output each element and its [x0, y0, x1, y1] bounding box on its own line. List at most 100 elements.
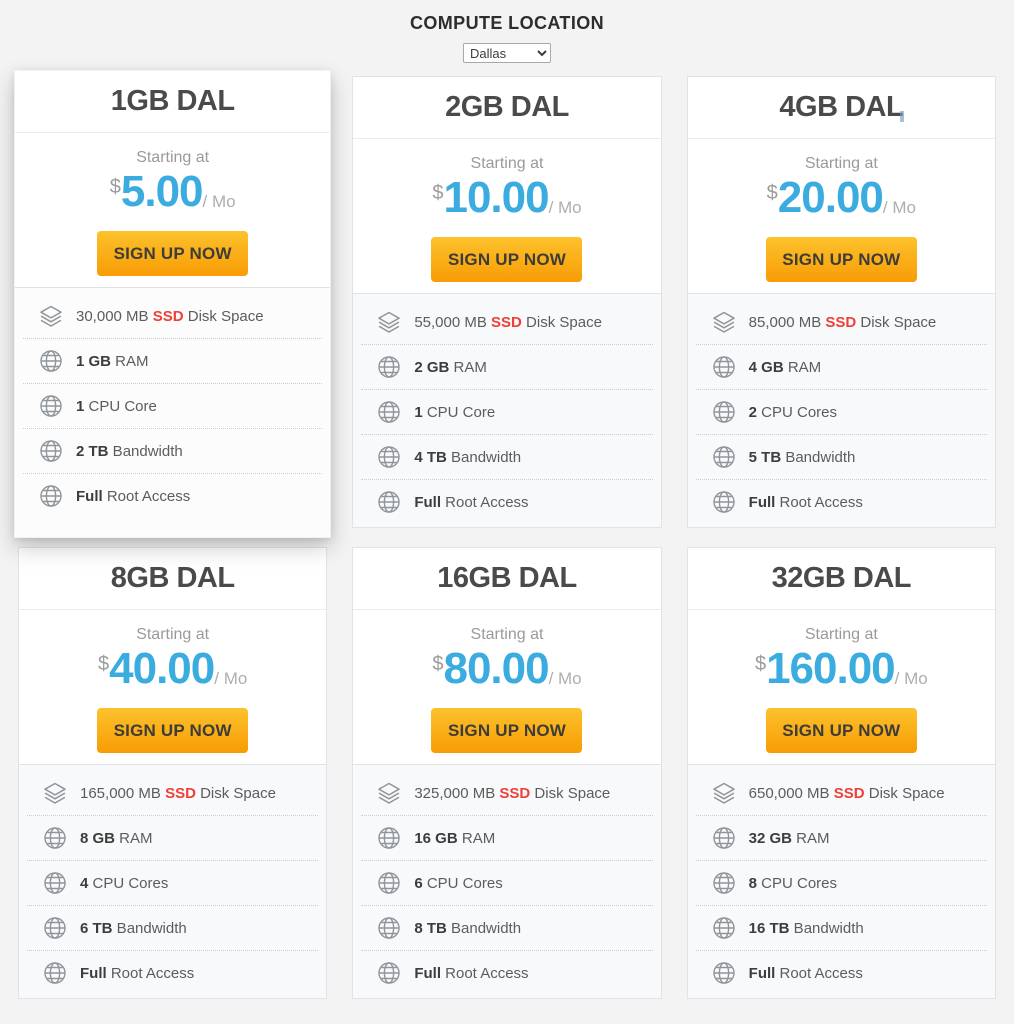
- sign-up-button[interactable]: SIGN UP NOW: [431, 708, 583, 753]
- globe-icon: [39, 484, 63, 508]
- feature-item: 16 GB RAM: [361, 815, 653, 860]
- feature-text-segment: CPU Cores: [88, 874, 169, 892]
- feature-item: 8 GB RAM: [27, 815, 319, 860]
- feature-text: Full Root Access: [414, 494, 528, 511]
- starting-at-label: Starting at: [804, 626, 878, 643]
- feature-text: Full Root Access: [749, 494, 863, 511]
- feature-text-segment: 16 TB: [748, 919, 790, 937]
- plan-title: 1GB DAL: [15, 71, 331, 133]
- feature-text-segment: 85,000 MB: [748, 313, 826, 331]
- globe-icon: [377, 961, 401, 985]
- currency-symbol: $: [98, 653, 110, 675]
- feature-text: 55,000 MB SSD Disk Space: [414, 314, 602, 331]
- globe-icon: [712, 445, 736, 469]
- feature-text-segment: Root Access: [775, 964, 863, 982]
- feature-text-segment: 6: [414, 874, 423, 892]
- feature-item: 1 CPU Core: [361, 389, 653, 434]
- price: $160.00/ Mo: [688, 645, 995, 694]
- feature-text-segment: Disk Space: [195, 784, 276, 802]
- feature-item: 55,000 MB SSD Disk Space: [361, 300, 652, 344]
- sign-up-button[interactable]: SIGN UP NOW: [765, 708, 917, 753]
- feature-text: 2 TB Bandwidth: [76, 443, 183, 460]
- globe-icon: [39, 394, 63, 418]
- feature-text-segment: 2 GB: [414, 358, 450, 376]
- globe-icon: [43, 826, 67, 850]
- feature-text-segment: 1 GB: [76, 352, 112, 370]
- globe-icon: [377, 871, 401, 895]
- price-period: / Mo: [894, 669, 928, 688]
- price-period: / Mo: [548, 198, 582, 217]
- price-amount: 40.00: [109, 644, 215, 693]
- currency-symbol: $: [109, 176, 121, 198]
- feature-text-segment: RAM: [115, 829, 153, 847]
- feature-text: 1 CPU Core: [414, 404, 495, 421]
- feature-text: 32 GB RAM: [749, 830, 830, 847]
- feature-text: Full Root Access: [749, 965, 863, 982]
- currency-symbol: $: [432, 653, 444, 675]
- layers-icon: [712, 781, 736, 805]
- starting-at-label: Starting at: [136, 149, 210, 166]
- price: $5.00/ Mo: [15, 167, 330, 217]
- feature-text: 8 CPU Cores: [749, 875, 837, 892]
- price-period: / Mo: [214, 669, 248, 688]
- plan-title: 8GB DAL: [19, 548, 327, 610]
- feature-item: 2 GB RAM: [361, 344, 653, 389]
- feature-text-segment: Bandwidth: [112, 919, 187, 937]
- feature-text: 4 GB RAM: [749, 359, 822, 376]
- layers-icon: [43, 781, 67, 805]
- plan-title: 32GB DAL: [687, 548, 995, 610]
- currency-symbol: $: [754, 653, 767, 675]
- price-section: Starting at $40.00/ Mo SIGN UP NOW: [19, 610, 327, 765]
- feature-text-segment: 4 GB: [748, 358, 784, 376]
- feature-text-segment: 4: [80, 874, 89, 892]
- feature-item: 650,000 MB SSD Disk Space: [696, 771, 987, 815]
- starting-at-label: Starting at: [470, 155, 544, 172]
- globe-icon: [43, 961, 67, 985]
- feature-text: 8 TB Bandwidth: [414, 920, 521, 937]
- sign-up-button[interactable]: SIGN UP NOW: [97, 231, 249, 276]
- price-period: / Mo: [882, 198, 916, 217]
- feature-text-segment: 30,000 MB: [76, 307, 153, 325]
- feature-text: 30,000 MB SSD Disk Space: [76, 308, 264, 325]
- price-section: Starting at $160.00/ Mo SIGN UP NOW: [687, 610, 995, 765]
- globe-icon: [712, 826, 736, 850]
- plans-grid: 1GB DAL Starting at $5.00/ Mo SIGN UP NOW 30…: [14, 70, 996, 999]
- feature-text-segment: 32 GB: [748, 829, 793, 847]
- sign-up-button[interactable]: SIGN UP NOW: [765, 237, 917, 282]
- feature-text-segment: Full: [748, 493, 776, 511]
- feature-text-segment: 1: [76, 397, 85, 415]
- plan-title: 4GB DAL: [687, 77, 995, 139]
- feature-text-segment: Bandwidth: [446, 919, 522, 937]
- currency-symbol: $: [766, 182, 778, 204]
- feature-item: 4 CPU Cores: [27, 860, 319, 905]
- plan-card-16gb-dal: 16GB DAL Starting at $80.00/ Mo SIGN UP NOW…: [352, 547, 662, 999]
- feature-text-segment: Disk Space: [864, 784, 945, 802]
- feature-text-segment: SSD: [165, 784, 196, 802]
- layers-icon: [377, 310, 401, 334]
- price-amount: 5.00: [120, 167, 204, 216]
- price: $20.00/ Mo: [688, 174, 995, 223]
- feature-text-segment: CPU Cores: [757, 403, 838, 421]
- price-section: Starting at $5.00/ Mo SIGN UP NOW: [15, 133, 331, 288]
- feature-text: 2 CPU Cores: [749, 404, 837, 421]
- feature-text-segment: SSD: [491, 313, 522, 331]
- price-section: Starting at $10.00/ Mo SIGN UP NOW: [353, 139, 661, 294]
- globe-icon: [377, 826, 401, 850]
- location-select[interactable]: Dallas: [463, 43, 551, 63]
- page-title: COMPUTE LOCATION: [409, 13, 605, 33]
- globe-icon: [39, 349, 63, 373]
- feature-item: Full Root Access: [361, 479, 653, 524]
- feature-text-segment: 5 TB: [748, 448, 782, 466]
- feature-text-segment: 6 TB: [80, 919, 113, 937]
- currency-symbol: $: [432, 182, 444, 204]
- feature-text-segment: SSD: [825, 313, 857, 331]
- sign-up-button[interactable]: SIGN UP NOW: [97, 708, 249, 753]
- feature-text-segment: Full: [414, 493, 441, 511]
- sign-up-button[interactable]: SIGN UP NOW: [431, 237, 583, 282]
- feature-text-segment: Root Access: [441, 493, 529, 511]
- feature-text-segment: SSD: [152, 307, 184, 325]
- price: $10.00/ Mo: [353, 174, 660, 223]
- feature-text: Full Root Access: [76, 488, 190, 505]
- feature-text-segment: 55,000 MB: [414, 313, 492, 331]
- feature-item: Full Root Access: [23, 473, 323, 518]
